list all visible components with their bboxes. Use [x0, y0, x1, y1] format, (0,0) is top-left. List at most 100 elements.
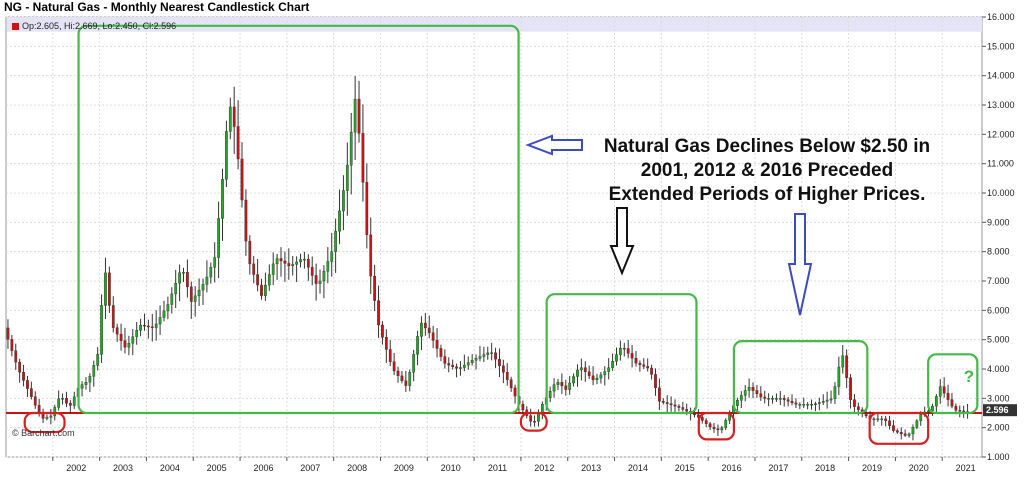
candle-body [357, 98, 361, 134]
candle-body [166, 304, 170, 312]
candle-body [65, 398, 68, 404]
candle-body [946, 392, 950, 400]
last-price-tag-bg [983, 404, 1017, 417]
x-axis: 2002 2003 2004 2005 2006 2007 2008 2009 2010 2011… [52, 457, 976, 473]
candle-body [552, 384, 556, 392]
candle-body [455, 366, 458, 369]
x-tick-label: 2006 [253, 463, 273, 473]
candle-body [837, 366, 841, 387]
annotation-line-2: 2001, 2012 & 2016 Preceded [641, 160, 893, 181]
candle-body [611, 360, 614, 368]
candle-body [829, 398, 833, 401]
candle-body [494, 352, 497, 360]
down-arrow-icon-black [609, 207, 635, 276]
candle-body [295, 261, 298, 265]
candle-body [747, 387, 751, 391]
candle-body [704, 420, 708, 424]
candle-body [404, 380, 408, 386]
candle-body [587, 371, 591, 377]
candle-body [416, 336, 419, 355]
candle-body [447, 363, 451, 366]
candle-body [576, 369, 579, 377]
candle-body [29, 388, 33, 397]
x-tick-label: 2013 [581, 463, 601, 473]
candle-body [915, 420, 919, 428]
candle-body [45, 416, 49, 419]
y-tick-label: 8.000 [987, 247, 1010, 257]
candle-body [115, 327, 119, 335]
candle-body [291, 264, 295, 267]
candle-body [802, 404, 806, 406]
candle-body [57, 398, 61, 408]
candle-body [459, 367, 462, 369]
candle-body [88, 376, 92, 383]
candle-body [158, 317, 162, 325]
candle-body [275, 258, 279, 265]
candle-body [814, 403, 817, 405]
candle-body [462, 364, 466, 368]
candle-body [236, 126, 240, 160]
candle-body [771, 398, 774, 400]
candle-body [431, 332, 435, 341]
candle-body [954, 405, 958, 411]
x-tick-label: 2009 [394, 463, 414, 473]
y-axis: 1.000 2.000 3.000 4.000 5.000 6.000 7.000 8.000… [982, 12, 1015, 462]
candle-body [283, 260, 287, 264]
candle-body [209, 267, 213, 278]
candle-body [669, 403, 673, 406]
x-tick-label: 2008 [347, 463, 367, 473]
candle-body [825, 399, 829, 402]
candle-body [724, 420, 728, 428]
candle-body [193, 295, 197, 302]
candle-body [470, 360, 474, 363]
candle-body [673, 404, 677, 407]
candle-body [806, 404, 810, 406]
candle-body [895, 430, 899, 433]
candle-body [658, 387, 661, 402]
candle-body [677, 405, 681, 408]
y-tick-label: 14.000 [987, 71, 1015, 81]
candle-body [6, 327, 10, 340]
candle-body [41, 413, 45, 419]
candle-body [821, 401, 825, 403]
candle-body [314, 275, 318, 284]
candle-body [330, 251, 334, 262]
candle-body [84, 382, 88, 385]
y-tick-label: 5.000 [987, 335, 1010, 345]
candle-body [884, 418, 888, 422]
candle-body [661, 401, 665, 403]
candle-body [279, 258, 283, 262]
candle-body [556, 382, 560, 385]
y-tick-label: 13.000 [987, 100, 1015, 110]
candle-body [240, 158, 244, 201]
x-tick-label: 2005 [207, 463, 227, 473]
candle-body [892, 425, 895, 431]
candle-body [482, 354, 486, 357]
candle-body [529, 415, 533, 422]
candle-body [381, 324, 384, 338]
candle-body [486, 352, 490, 355]
x-tick-label: 2015 [675, 463, 695, 473]
series-swatch [12, 22, 19, 30]
candle-body [841, 355, 845, 368]
candle-body [412, 354, 416, 373]
y-tick-label: 4.000 [987, 364, 1010, 374]
candle-body [150, 326, 154, 328]
candle-body [388, 349, 392, 362]
candle-body [681, 407, 685, 410]
candle-body [931, 405, 934, 411]
x-tick-label: 2004 [160, 463, 180, 473]
candle-body [564, 385, 568, 390]
x-tick-label: 2014 [628, 463, 648, 473]
candle-body [665, 402, 669, 404]
candle-body [10, 339, 14, 351]
candle-body [439, 348, 443, 357]
candle-body [14, 350, 18, 363]
candle-body [80, 384, 84, 389]
candle-body [306, 258, 310, 268]
candle-body [252, 263, 256, 275]
candle-body [147, 325, 150, 328]
candle-body [264, 284, 267, 296]
y-tick-label: 2.000 [987, 423, 1010, 433]
